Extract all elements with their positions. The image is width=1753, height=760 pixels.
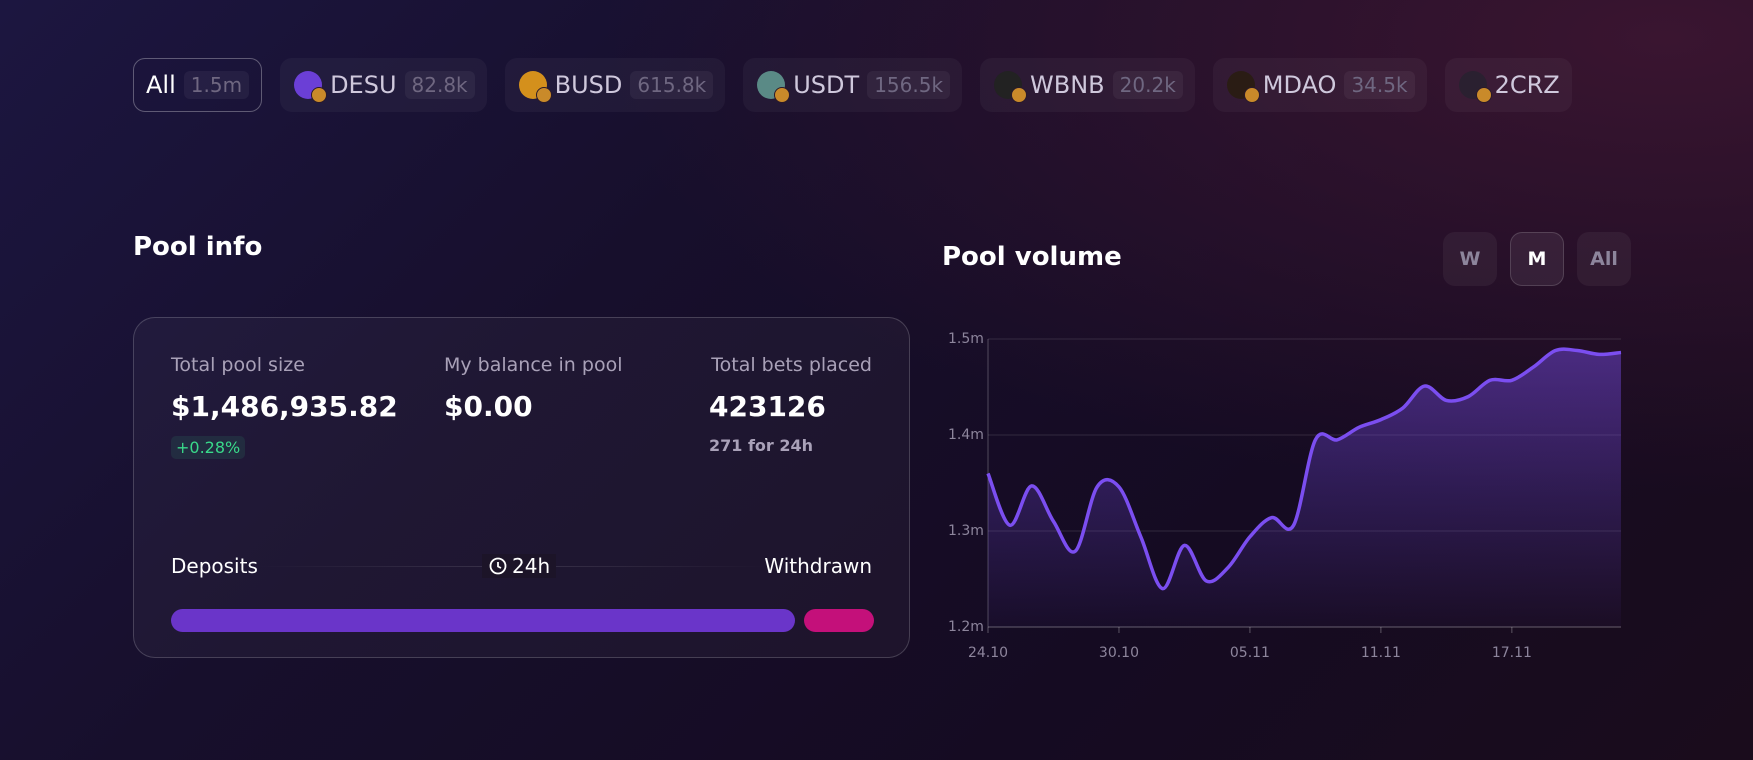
token-name: 2CRZ bbox=[1494, 71, 1560, 99]
stat-value: 423126 bbox=[709, 390, 826, 423]
token-name: USDT bbox=[793, 71, 860, 99]
stat-note: 271 for 24h bbox=[709, 436, 814, 455]
stat-value: $0.00 bbox=[444, 390, 533, 423]
token-count: 156.5k bbox=[867, 71, 951, 99]
pool-info-card: Total pool size $1,486,935.82 +0.28% My … bbox=[133, 317, 910, 658]
token-tab[interactable]: 2CRZ bbox=[1444, 58, 1572, 112]
token-icon bbox=[757, 71, 791, 103]
clock-icon bbox=[489, 557, 507, 575]
token-icon bbox=[518, 71, 552, 103]
x-tick-label: 17.11 bbox=[1492, 645, 1532, 661]
x-tick-label: 30.10 bbox=[1099, 645, 1139, 661]
token-tab[interactable]: WBNB 20.2k bbox=[980, 58, 1195, 112]
token-tab[interactable]: BUSD 615.8k bbox=[504, 58, 726, 112]
y-tick-label: 1.4m bbox=[948, 427, 984, 443]
section-title: Pool info bbox=[133, 232, 263, 262]
deposits-label: Deposits bbox=[171, 554, 258, 578]
token-name: All bbox=[146, 71, 176, 99]
token-tab[interactable]: MDAO 34.5k bbox=[1212, 58, 1427, 112]
y-tick-label: 1.5m bbox=[948, 331, 984, 347]
stat-change: +0.28% bbox=[171, 436, 246, 459]
token-count: 1.5m bbox=[183, 71, 250, 99]
period-buttons: W M All bbox=[1443, 232, 1631, 286]
token-icon bbox=[994, 71, 1028, 103]
stat-label: My balance in pool bbox=[444, 354, 623, 376]
y-tick-label: 1.3m bbox=[948, 523, 984, 539]
y-tick-label: 1.2m bbox=[948, 619, 984, 635]
line bbox=[986, 347, 1622, 591]
period: 24h bbox=[482, 554, 557, 578]
token-count: 82.8k bbox=[404, 71, 475, 99]
token-count: 20.2k bbox=[1112, 71, 1183, 99]
x-tick-label: 24.10 bbox=[968, 645, 1008, 661]
token-count: 615.8k bbox=[630, 71, 714, 99]
period-button[interactable]: All bbox=[1577, 232, 1631, 286]
token-icon bbox=[294, 71, 328, 103]
token-icon bbox=[1458, 71, 1492, 103]
token-tabs: All 1.5m DESU 82.8k BUSD 615.8k USDT 156.5k WBNB… bbox=[133, 58, 1632, 112]
period-button[interactable]: M bbox=[1510, 232, 1564, 286]
stat-label: Total bets placed bbox=[711, 354, 872, 376]
chart-title: Pool volume bbox=[942, 242, 1122, 272]
withdrawn-bar bbox=[804, 609, 874, 632]
token-name: BUSD bbox=[554, 71, 623, 99]
token-name: MDAO bbox=[1262, 71, 1337, 99]
token-tab[interactable]: DESU 82.8k bbox=[280, 58, 487, 112]
withdrawn-label: Withdrawn bbox=[764, 554, 872, 578]
token-count: 34.5k bbox=[1344, 71, 1415, 99]
stat-value: $1,486,935.82 bbox=[171, 390, 398, 423]
deposits-bar bbox=[171, 609, 795, 632]
token-icon bbox=[1226, 71, 1260, 103]
x-tick-label: 05.11 bbox=[1230, 645, 1270, 661]
period-button[interactable]: W bbox=[1443, 232, 1497, 286]
token-tab[interactable]: All 1.5m bbox=[133, 58, 263, 112]
token-name: WBNB bbox=[1030, 71, 1105, 99]
period-label: 24h bbox=[512, 554, 551, 578]
stat-label: Total pool size bbox=[171, 354, 305, 376]
x-tick-label: 11.11 bbox=[1361, 645, 1401, 661]
token-tab[interactable]: USDT 156.5k bbox=[743, 58, 963, 112]
token-name: DESU bbox=[330, 71, 397, 99]
